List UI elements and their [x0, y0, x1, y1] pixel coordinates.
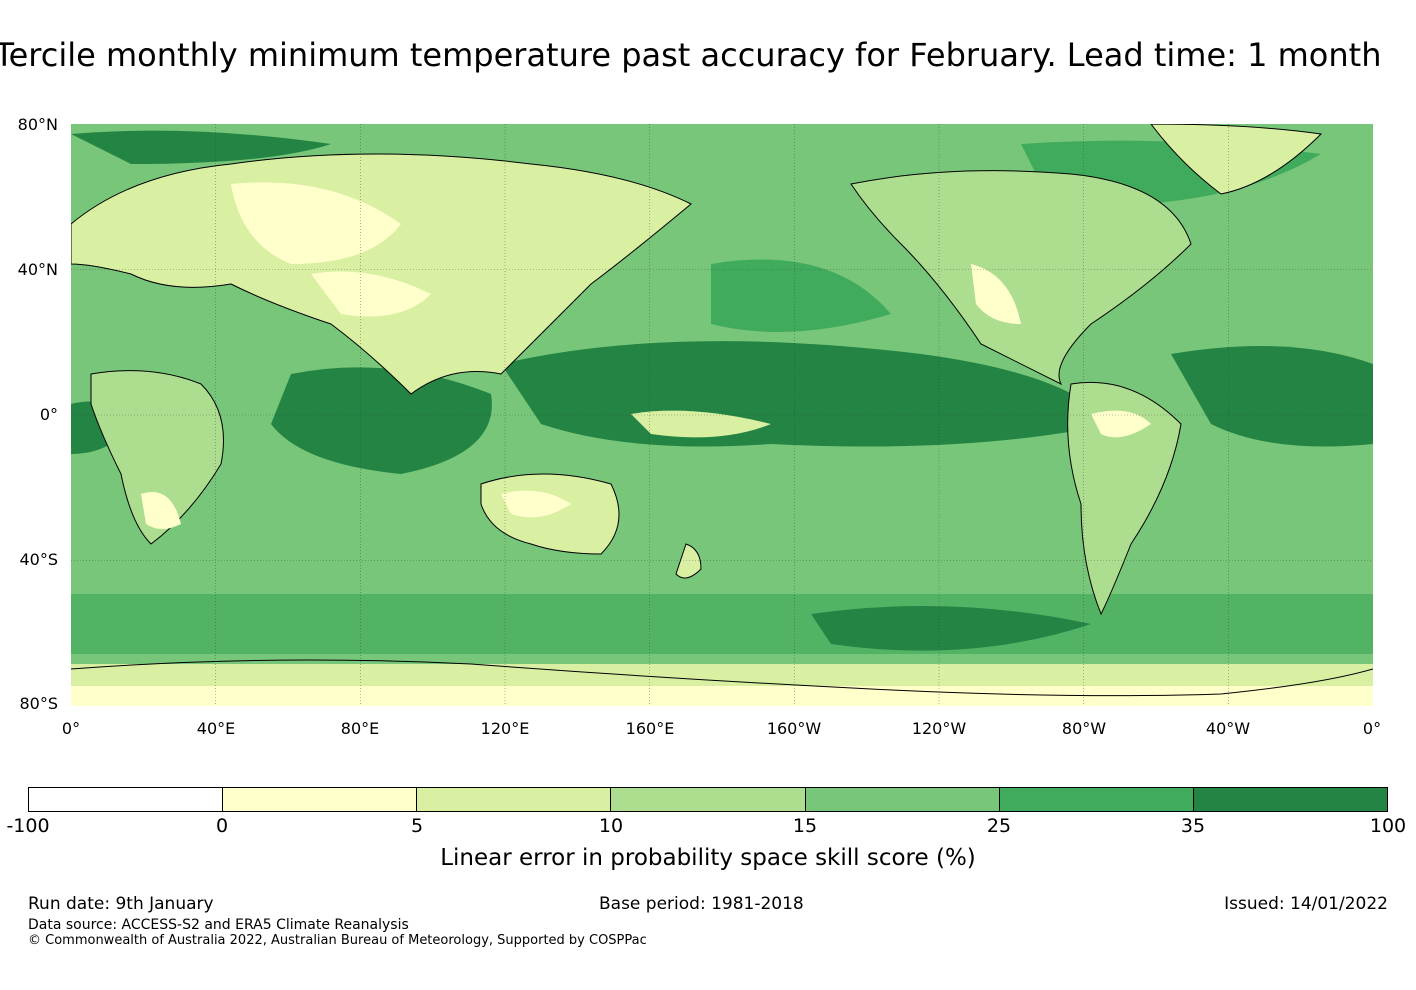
colorbar-segment-5 — [999, 788, 1194, 811]
lon-label: 160°E — [625, 719, 675, 738]
data-source: Data source: ACCESS-S2 and ERA5 Climate … — [28, 917, 409, 933]
base-period: Base period: 1981-2018 — [599, 894, 804, 914]
lat-label: 40°N — [17, 260, 58, 279]
map-svg — [71, 124, 1373, 706]
colorbar — [28, 787, 1388, 812]
lat-label: 0° — [39, 405, 58, 424]
copyright: © Commonwealth of Australia 2022, Austra… — [28, 933, 647, 948]
antarctica-coast — [71, 659, 1373, 697]
lat-label: 80°S — [19, 694, 58, 713]
africa — [90, 370, 224, 545]
lon-label: 40°E — [196, 719, 236, 738]
lat-label: 40°S — [19, 550, 58, 569]
lon-label: 0° — [61, 719, 81, 738]
north-america — [850, 170, 1192, 386]
colorbar-tick: 0 — [215, 815, 229, 837]
lon-label: 120°E — [480, 719, 530, 738]
colorbar-tick: 25 — [986, 815, 1012, 837]
lat-label: 80°N — [17, 115, 58, 134]
issued-date: Issued: 14/01/2022 — [1224, 894, 1388, 914]
greenland — [1150, 124, 1323, 195]
lon-label: 80°E — [340, 719, 380, 738]
colorbar-tick: 35 — [1180, 815, 1206, 837]
colorbar-segment-2 — [417, 788, 612, 811]
colorbar-tick: 5 — [410, 815, 424, 837]
skill-score-map[interactable] — [71, 124, 1373, 706]
page-title: Tercile monthly minimum temperature past… — [0, 36, 1382, 74]
colorbar-tick: -100 — [6, 815, 50, 837]
run-date: Run date: 9th January — [28, 894, 214, 914]
colorbar-segment-1 — [223, 788, 418, 811]
colorbar-tick: 10 — [598, 815, 624, 837]
new-zealand — [675, 543, 702, 579]
indian-ocean-region — [271, 367, 492, 474]
colorbar-segment-0 — [29, 788, 224, 811]
colorbar-segment-3 — [611, 788, 806, 811]
lon-label: 0° — [1362, 719, 1382, 738]
south-america — [1067, 381, 1182, 616]
map-gridlines — [71, 124, 1373, 706]
colorbar-segment-6 — [1193, 788, 1387, 811]
lon-label: 80°W — [1061, 719, 1107, 738]
colorbar-tick: 15 — [792, 815, 818, 837]
lon-label: 40°W — [1205, 719, 1251, 738]
lon-label: 120°W — [911, 719, 967, 738]
colorbar-label: Linear error in probability space skill … — [440, 845, 976, 871]
eurasia — [71, 153, 692, 395]
colorbar-tick: 100 — [1369, 815, 1407, 837]
lon-label: 160°W — [766, 719, 822, 738]
colorbar-segment-4 — [805, 788, 1000, 811]
